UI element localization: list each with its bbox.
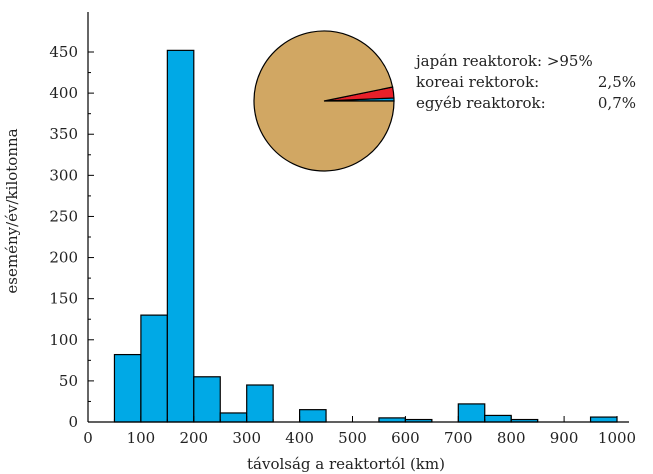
y-tick-label: 400 — [49, 84, 78, 102]
y-tick-label: 150 — [49, 290, 78, 308]
legend-value: 0,7% — [598, 94, 636, 112]
x-tick-label: 500 — [338, 429, 367, 447]
x-tick-label: 600 — [391, 429, 420, 447]
histogram-bars — [113, 49, 618, 423]
histogram-bar — [299, 409, 327, 423]
histogram-bar — [589, 416, 618, 423]
legend-value: 2,5% — [598, 73, 636, 91]
pie-chart — [253, 30, 395, 172]
histogram-bar — [193, 376, 221, 423]
histogram-bar — [140, 314, 168, 423]
y-tick-label: 100 — [49, 331, 78, 349]
histogram-bar — [113, 353, 142, 423]
legend-label: koreai rektorok: — [416, 73, 539, 91]
x-tick-label: 700 — [444, 429, 473, 447]
histogram-bar — [246, 384, 274, 423]
x-tick-label: 200 — [179, 429, 208, 447]
x-tick-label: 300 — [232, 429, 261, 447]
y-axis-label: esemény/év/kilotonna — [3, 128, 21, 293]
histogram-bar — [219, 412, 248, 423]
x-tick-label: 900 — [550, 429, 579, 447]
x-tick-label: 800 — [497, 429, 526, 447]
axes — [87, 12, 629, 423]
pie-slice — [253, 30, 395, 172]
y-tick-label: 200 — [49, 249, 78, 267]
histogram-bar — [166, 49, 195, 423]
y-tick-label: 300 — [49, 166, 78, 184]
x-axis-label: távolság a reaktortól (km) — [247, 455, 445, 473]
pie-legend: japán reaktorok: >95% koreai rektorok: 2,5… — [414, 52, 636, 112]
histogram-bar — [378, 417, 407, 423]
y-tick-label: 50 — [59, 372, 78, 390]
x-tick-label: 0 — [83, 429, 93, 447]
y-tick-label: 250 — [49, 207, 78, 225]
histogram-bar — [457, 403, 486, 423]
x-tick-label: 1000 — [598, 429, 636, 447]
histogram-bar — [484, 414, 512, 423]
x-tick-labels: 0 100 200 300 400 500 600 700 800 900 1000 — [83, 429, 636, 447]
x-tick-label: 400 — [285, 429, 314, 447]
x-tick-label: 100 — [127, 429, 156, 447]
legend-label: egyéb reaktorok: — [416, 94, 546, 112]
y-tick-labels: 0 50 100 150 200 250 300 350 400 450 — [49, 43, 78, 431]
legend-entry: japán reaktorok: >95% — [414, 52, 593, 70]
y-tick-label: 0 — [68, 413, 78, 431]
y-tick-label: 450 — [49, 43, 78, 61]
y-tick-label: 350 — [49, 125, 78, 143]
